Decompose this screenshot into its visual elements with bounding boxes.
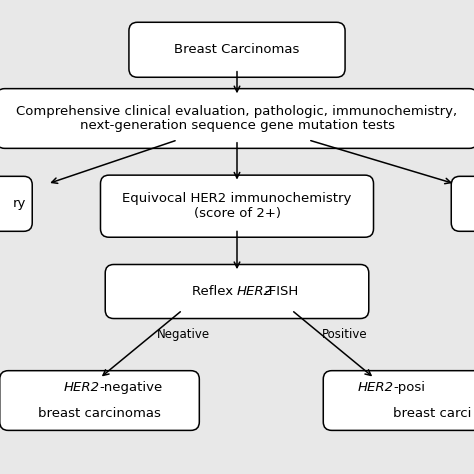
Text: -FISH: -FISH xyxy=(264,285,299,298)
FancyBboxPatch shape xyxy=(323,371,474,430)
Text: -negative: -negative xyxy=(100,381,163,394)
FancyBboxPatch shape xyxy=(129,22,345,77)
Text: Equivocal HER2 immunochemistry
(score of 2+): Equivocal HER2 immunochemistry (score of… xyxy=(122,192,352,220)
Text: Negative: Negative xyxy=(156,328,210,341)
Text: breast carci: breast carci xyxy=(393,407,472,420)
Text: HER2: HER2 xyxy=(237,285,273,298)
FancyBboxPatch shape xyxy=(0,89,474,148)
Text: breast carcinomas: breast carcinomas xyxy=(38,407,161,420)
FancyBboxPatch shape xyxy=(100,175,374,237)
FancyBboxPatch shape xyxy=(451,176,474,231)
Text: ry: ry xyxy=(12,197,26,210)
Text: Breast Carcinomas: Breast Carcinomas xyxy=(174,43,300,56)
Text: HER2: HER2 xyxy=(357,381,393,394)
Text: Comprehensive clinical evaluation, pathologic, immunochemistry,
next-generation : Comprehensive clinical evaluation, patho… xyxy=(17,104,457,133)
FancyBboxPatch shape xyxy=(105,264,369,319)
Text: -posi: -posi xyxy=(393,381,426,394)
FancyBboxPatch shape xyxy=(0,176,32,231)
Text: Positive: Positive xyxy=(322,328,368,341)
Text: Reflex: Reflex xyxy=(191,285,237,298)
Text: HER2: HER2 xyxy=(64,381,100,394)
FancyBboxPatch shape xyxy=(0,371,199,430)
